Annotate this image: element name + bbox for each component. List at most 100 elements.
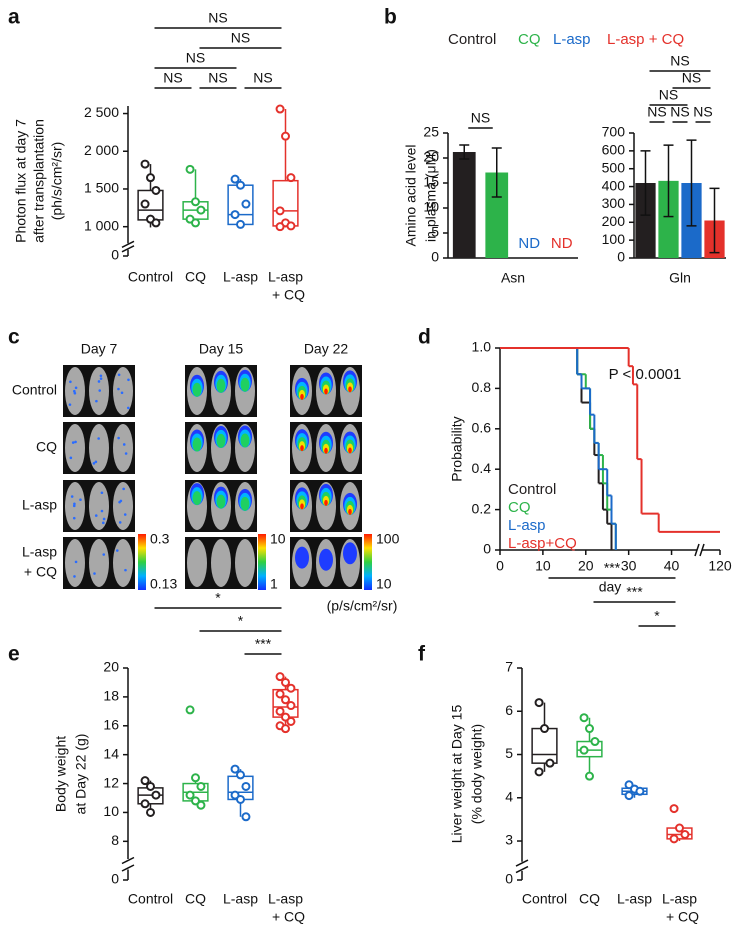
signal: [240, 433, 250, 448]
data-point: [146, 781, 155, 791]
signal: [127, 378, 130, 382]
data-point: [146, 173, 155, 183]
data-point: [286, 221, 296, 231]
mouse: [113, 367, 133, 415]
y-tick-label: 6: [505, 702, 513, 718]
comparison-label: NS: [186, 50, 205, 66]
x-tick-label: 10: [535, 558, 551, 574]
data-point: [151, 790, 161, 800]
y-tick-label: 100: [602, 231, 626, 247]
signal: [124, 452, 128, 455]
x-tick-label: L-asp: [268, 891, 303, 907]
signal: [118, 500, 121, 504]
data-point: [624, 791, 634, 801]
signal: [102, 517, 106, 521]
mouse: [89, 482, 109, 530]
y-tick-label: 10: [423, 199, 439, 215]
y-axis-label: (% dody weight): [469, 724, 485, 824]
signal: [122, 487, 125, 491]
y-tick-label: 16: [103, 716, 119, 732]
signal: [93, 572, 96, 575]
signal: [94, 514, 98, 517]
signal: [74, 440, 77, 444]
x-tick-label: + CQ: [666, 909, 699, 925]
mouse: [235, 539, 255, 587]
signal: [122, 443, 126, 446]
signal: [120, 391, 124, 395]
x-axis-label: day: [599, 579, 622, 595]
mouse: [65, 424, 85, 472]
data-point: [281, 131, 290, 141]
scale-max: 100: [376, 531, 400, 547]
x-tick-label: L-asp: [662, 891, 697, 907]
legend-entry: Control: [508, 481, 556, 498]
signal: [126, 406, 130, 410]
signal: [68, 403, 72, 406]
signal: [295, 546, 309, 569]
mouse: [187, 539, 207, 587]
data-point: [275, 672, 285, 682]
data-point: [146, 807, 155, 817]
comparison-label: NS: [253, 70, 272, 86]
x-tick-label: L-asp: [268, 269, 303, 285]
y-tick-label: 0: [111, 247, 119, 263]
signal: [216, 378, 226, 393]
signal: [115, 549, 119, 552]
mouse: [89, 539, 109, 587]
data-point: [185, 790, 195, 800]
data-point: [236, 219, 245, 229]
x-tick-label: 0: [496, 558, 504, 574]
y-tick-label: 0: [483, 541, 491, 557]
data-point: [680, 830, 690, 840]
x-axis-label: Gln: [669, 270, 691, 286]
y-axis-label: (ph/s/cm²/sr): [49, 142, 65, 221]
x-tick-label: Control: [128, 269, 173, 285]
signal: [324, 388, 328, 395]
signal: [118, 521, 122, 524]
data-point: [236, 180, 245, 190]
bar: [635, 183, 656, 258]
legend-entry: Control: [448, 31, 496, 48]
data-point: [151, 218, 161, 228]
y-axis-label: after transplantation: [31, 119, 47, 243]
signal: [95, 399, 98, 403]
x-tick-label: L-asp: [617, 891, 652, 907]
y-tick-label: 2 500: [84, 104, 119, 120]
data-point: [585, 724, 594, 734]
data-point: [281, 712, 290, 722]
y-axis-label: Photon flux at day 7: [13, 119, 29, 243]
signal: [192, 437, 202, 452]
x-tick-label: CQ: [185, 891, 206, 907]
panel-letter: a: [8, 6, 20, 29]
signal: [73, 389, 76, 393]
y-tick-label: 1 500: [84, 180, 119, 196]
y-tick-label: 8: [111, 832, 119, 848]
comparison-label: NS: [208, 70, 227, 86]
data-point: [185, 164, 195, 174]
data-point: [191, 197, 200, 207]
signal: [117, 373, 121, 377]
data-point: [140, 799, 150, 809]
signal: [70, 495, 74, 498]
signal: [348, 447, 352, 454]
comparison-label: NS: [647, 104, 666, 120]
signal: [97, 380, 101, 383]
y-tick-label: 0: [617, 249, 625, 265]
data-point: [191, 773, 200, 783]
signal: [99, 377, 103, 380]
mouse: [65, 539, 85, 587]
signal: [73, 391, 77, 395]
data-point: [196, 800, 206, 810]
y-axis-label: at Day 22 (g): [73, 734, 89, 815]
scale-max: 10: [270, 531, 286, 547]
signal: [100, 509, 104, 513]
y-tick-label: 20: [423, 149, 439, 165]
column-header: Day 7: [81, 341, 118, 357]
data-point: [191, 218, 200, 228]
y-tick-label: 5: [431, 224, 439, 240]
axis-break: [515, 865, 529, 874]
data-point: [241, 812, 251, 822]
data-point: [196, 205, 206, 215]
y-tick-label: 25: [423, 124, 439, 140]
panel-letter: d: [418, 326, 431, 349]
